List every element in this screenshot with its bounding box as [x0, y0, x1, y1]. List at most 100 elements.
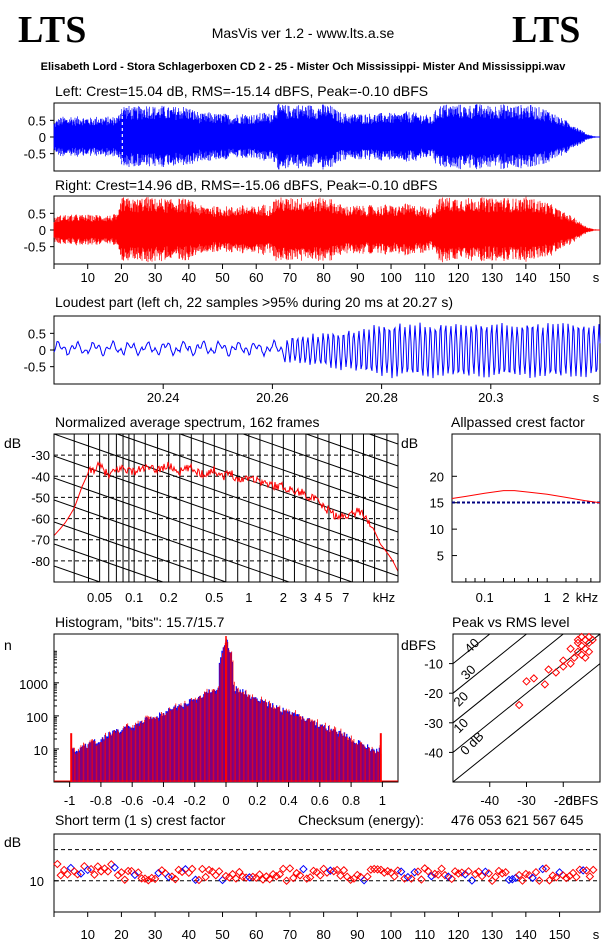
shortterm-point — [56, 871, 65, 880]
peakrms-point — [573, 647, 583, 657]
histogram-xtick-label: -0.4 — [152, 793, 174, 808]
peakrms-point — [544, 665, 553, 674]
peakrms-point — [514, 700, 524, 710]
shortterm-point — [103, 867, 113, 876]
shortterm-frame — [53, 833, 601, 913]
shortterm-point — [184, 868, 194, 878]
shortterm-xtick-label: 110 — [414, 927, 435, 942]
right-xtick-label: 50 — [215, 270, 229, 285]
shortterm-point — [558, 870, 568, 880]
shortterm-point — [464, 867, 473, 876]
spectrum-ytick-label: -70 — [31, 533, 50, 548]
shortterm-title: Short term (1 s) crest factor — [55, 812, 226, 828]
shortterm-point — [113, 870, 123, 880]
histogram-xtick-label: 0.4 — [280, 793, 298, 808]
shortterm-point — [498, 869, 507, 878]
left-ytick-label: -0.5 — [24, 147, 46, 162]
shortterm-point — [403, 872, 413, 882]
spectrum-slope-line — [54, 499, 291, 582]
shortterm-point — [194, 875, 204, 885]
shortterm-xtick-label: 90 — [350, 927, 364, 942]
shortterm-point — [454, 869, 463, 878]
shortterm-point — [433, 870, 443, 879]
shortterm-point — [484, 869, 494, 878]
shortterm-point — [386, 868, 396, 877]
spectrum-ylabel: dB — [4, 435, 21, 451]
spectrum-ytick-label: -60 — [31, 512, 50, 527]
shortterm-xtick-label: 60 — [249, 927, 263, 942]
right-waveform-chart: 0.5 0 -0.5 10 20 30 40 50 60 70 80 90 100 110 120 130 14… — [24, 195, 601, 285]
shortterm-point — [562, 873, 571, 883]
shortterm-point — [427, 871, 436, 881]
spectrum-slope-line — [54, 477, 354, 582]
right-xunit: s — [593, 270, 600, 285]
shortterm-xtick-label: 40 — [182, 927, 196, 942]
shortterm-point — [76, 869, 86, 878]
spectrum-ytick-label: -40 — [31, 469, 50, 484]
shortterm-point — [110, 863, 119, 872]
shortterm-point — [518, 876, 527, 885]
shortterm-point — [248, 872, 258, 882]
shortterm-point — [332, 865, 342, 875]
histogram-chart: 1000 100 10 -1 -0.8 -0.6 -0.4 -0.2 0 0.2 0.4 0.6 0.8… — [19, 633, 399, 808]
shortterm-point — [268, 870, 278, 879]
allpass-ylabel: dB — [401, 435, 418, 451]
shortterm-point — [144, 875, 153, 885]
shortterm-point — [501, 868, 510, 877]
shortterm-point — [309, 866, 318, 876]
shortterm-xtick-label: 140 — [515, 927, 537, 942]
shortterm-point — [130, 870, 140, 880]
peakrms-crest-line — [453, 634, 491, 665]
shortterm-point — [528, 873, 537, 883]
peakrms-title: Peak vs RMS level — [452, 614, 569, 630]
shortterm-point — [541, 864, 551, 873]
shortterm-point — [150, 874, 160, 884]
peakrms-crest-line — [453, 634, 528, 694]
version-text: MasVis ver 1.2 - www.lts.a.se — [212, 25, 395, 41]
allpass-frame — [451, 433, 601, 583]
right-title: Right: Crest=14.96 dB, RMS=-15.06 dBFS, … — [55, 177, 437, 193]
shortterm-xtick-label: 70 — [283, 927, 297, 942]
right-xtick-label: 70 — [283, 270, 297, 285]
shortterm-point — [555, 868, 564, 877]
shortterm-point — [177, 867, 187, 877]
shortterm-point — [140, 874, 150, 883]
allpass-xtick-label: 0.1 — [476, 590, 494, 605]
shortterm-point — [450, 867, 460, 876]
right-xtick-label: 90 — [350, 270, 364, 285]
shortterm-xtick-label: 130 — [481, 927, 503, 942]
right-xtick-label: 100 — [380, 270, 402, 285]
shortterm-point — [117, 868, 126, 877]
left-waveform-chart: 0.5 0 -0.5 — [24, 102, 601, 172]
spectrum-title: Normalized average spectrum, 162 frames — [55, 414, 320, 430]
allpass-ytick-label: 15 — [430, 496, 444, 511]
histogram-xtick-label: 0.8 — [342, 793, 360, 808]
shortterm-point — [174, 865, 183, 875]
shortterm-point — [100, 864, 109, 873]
shortterm-point — [214, 867, 224, 876]
spectrum-curve — [54, 460, 398, 572]
allpass-ytick-label: 5 — [437, 549, 444, 564]
shortterm-xtick-label: 80 — [316, 927, 330, 942]
shortterm-point — [258, 875, 268, 884]
right-xtick-label: 30 — [148, 270, 162, 285]
shortterm-point — [336, 871, 345, 880]
peakrms-point — [584, 632, 594, 642]
shortterm-point — [417, 875, 426, 884]
shortterm-xtick-label: 50 — [215, 927, 229, 942]
shortterm-point — [437, 864, 446, 873]
shortterm-point — [440, 870, 450, 880]
histogram-xtick-label: 1 — [379, 793, 386, 808]
short-term-crest-chart: 10 10 20 30 40 50 60 70 80 90 100 110 120 130 140 150 s — [30, 833, 601, 942]
left-ytick-label: 0 — [39, 130, 46, 145]
peakrms-point — [573, 635, 583, 645]
histogram-ytick-label: 10 — [34, 743, 48, 758]
peakrms-crest-label: 10 — [450, 715, 471, 736]
shortterm-point — [235, 867, 244, 877]
spectrum-xtick-label: 3 — [300, 590, 307, 605]
histogram-ytick-label: 1000 — [19, 677, 48, 692]
peakrms-point — [570, 653, 579, 662]
peakrms-point — [540, 680, 550, 689]
